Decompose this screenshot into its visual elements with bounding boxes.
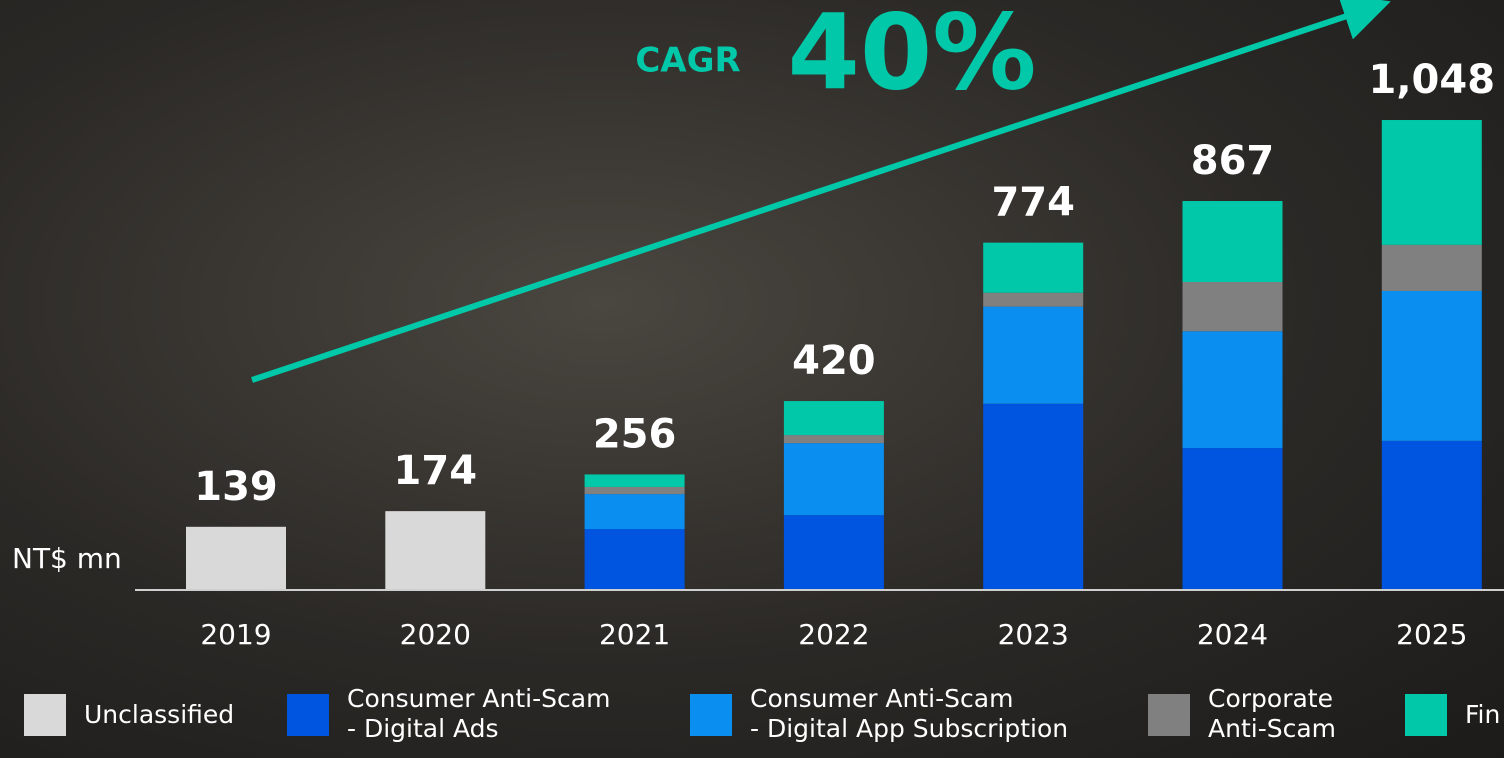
x-tick-label: 2023 bbox=[998, 618, 1069, 651]
total-label: 174 bbox=[394, 448, 478, 494]
legend-swatch bbox=[1405, 694, 1447, 736]
bar-segment bbox=[1381, 290, 1482, 441]
bar-segment bbox=[983, 306, 1084, 404]
bar-segment bbox=[783, 515, 884, 589]
bar-segment bbox=[584, 474, 685, 487]
legend-item: Fin bbox=[1405, 684, 1500, 736]
bar-segment bbox=[186, 526, 286, 589]
legend: Unclassified Consumer Anti-Scam - Digital… bbox=[0, 684, 1504, 758]
legend-label: Unclassified bbox=[84, 700, 235, 729]
bar-segment bbox=[983, 292, 1084, 307]
legend-label: Fin bbox=[1465, 700, 1501, 729]
bar-segment bbox=[584, 529, 685, 589]
annotation: 40% bbox=[788, 0, 1037, 113]
annotation-prefix: CAGR bbox=[635, 41, 740, 81]
x-tick-label: 2020 bbox=[400, 618, 471, 651]
trend-arrow bbox=[251, 0, 1391, 383]
bar-segment bbox=[1182, 282, 1283, 332]
legend-swatch bbox=[690, 694, 732, 736]
legend-item: Corporate Anti-Scam bbox=[1148, 684, 1336, 744]
legend-item: Unclassified bbox=[24, 684, 234, 736]
bar-segment bbox=[1182, 331, 1283, 449]
bar-segment bbox=[983, 242, 1084, 293]
bar-segment bbox=[1182, 201, 1283, 283]
legend-label: Corporate Anti-Scam bbox=[1208, 684, 1337, 743]
bar-segment bbox=[783, 435, 884, 444]
total-label: 1,048 bbox=[1369, 57, 1496, 103]
legend-item: Consumer Anti-Scam - Digital Ads bbox=[287, 684, 610, 744]
bar-segment bbox=[1381, 440, 1482, 589]
bar-segment bbox=[783, 443, 884, 516]
x-tick-label: 2021 bbox=[599, 618, 670, 651]
bar-segment bbox=[983, 403, 1084, 589]
legend-swatch bbox=[1148, 694, 1190, 736]
total-label: 256 bbox=[593, 411, 677, 457]
unit-label: NT$ mn bbox=[12, 542, 122, 575]
x-tick-label: 2025 bbox=[1396, 618, 1467, 651]
legend-label: Consumer Anti-Scam - Digital Ads bbox=[347, 684, 611, 743]
total-label: 139 bbox=[194, 464, 278, 510]
legend-item: Consumer Anti-Scam - Digital App Subscri… bbox=[690, 684, 1068, 744]
bar-segment bbox=[1182, 448, 1283, 589]
chart: CAGR 40% NT$ mn 2019 139 2020 174 2021 256 202… bbox=[12, 0, 1504, 651]
legend-swatch bbox=[24, 694, 66, 736]
bar-segment bbox=[584, 494, 685, 530]
legend-label: Consumer Anti-Scam - Digital App Subscri… bbox=[750, 684, 1069, 743]
bar-segment bbox=[783, 401, 884, 436]
legend-swatch bbox=[287, 694, 329, 736]
total-label: 774 bbox=[991, 180, 1075, 226]
bar-segment bbox=[385, 511, 486, 589]
total-label: 420 bbox=[792, 338, 876, 384]
bar-segment bbox=[1381, 244, 1482, 291]
bar-segment bbox=[584, 486, 685, 495]
x-tick-label: 2024 bbox=[1197, 618, 1268, 651]
bar-segment bbox=[1381, 120, 1482, 245]
x-tick-label: 2019 bbox=[200, 618, 271, 651]
x-tick-label: 2022 bbox=[798, 618, 869, 651]
total-label: 867 bbox=[1191, 138, 1275, 184]
